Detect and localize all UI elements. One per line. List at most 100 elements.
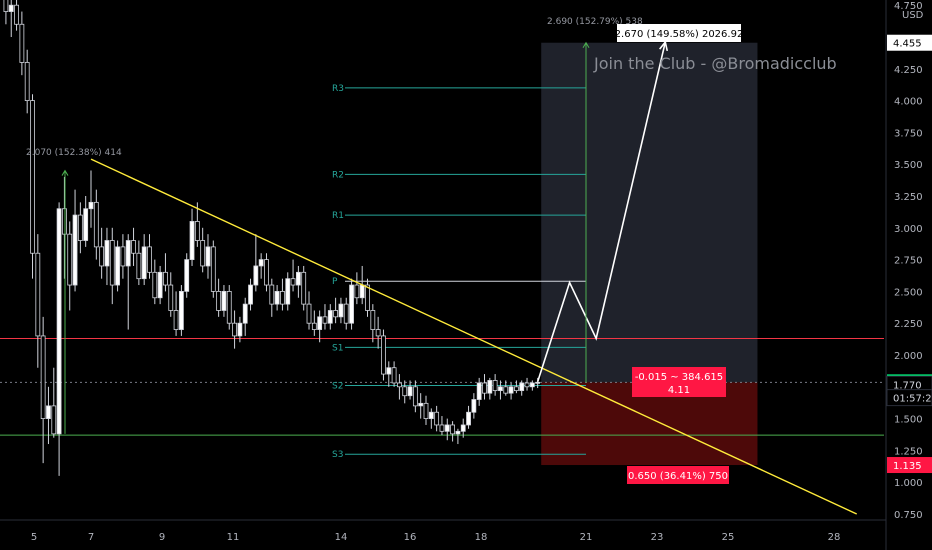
candle	[418, 402, 424, 407]
candle	[93, 201, 99, 248]
candle	[77, 214, 83, 241]
projection-path	[536, 40, 669, 382]
y-tick-label: 1.250	[894, 446, 923, 457]
candle	[141, 246, 147, 280]
price-tag-label: 01:57:29	[893, 394, 932, 405]
x-tick-label: 23	[651, 532, 664, 543]
candle	[269, 284, 275, 305]
x-tick-label: 7	[88, 532, 94, 543]
x-tick-label: 5	[31, 532, 37, 543]
candle	[338, 303, 344, 318]
candle	[482, 382, 487, 394]
candle	[189, 221, 195, 261]
candle	[152, 271, 158, 299]
candle	[258, 259, 264, 267]
candle	[375, 329, 381, 337]
candle	[200, 240, 206, 267]
candle	[280, 290, 285, 305]
pivot-label-p: P	[332, 277, 338, 287]
pivot-label-r1: R1	[332, 211, 344, 221]
candlestick-series	[3, 0, 541, 476]
projection-line	[536, 41, 667, 382]
currency-label: USD	[902, 10, 924, 21]
candle	[205, 246, 211, 267]
candle	[168, 284, 174, 311]
candle	[529, 382, 535, 388]
y-tick-label: 3.000	[894, 224, 923, 235]
candle	[210, 246, 216, 292]
candle	[386, 367, 392, 375]
candle	[83, 208, 89, 241]
candle	[99, 246, 105, 267]
candle	[157, 271, 163, 299]
risk-ratio-label: 4.11	[668, 385, 690, 396]
candle	[125, 240, 131, 267]
candle	[46, 405, 51, 420]
pivot-label-s3: S3	[332, 450, 343, 460]
candle	[19, 23, 25, 63]
candle	[173, 310, 179, 330]
candle	[327, 310, 333, 324]
candle	[221, 290, 227, 311]
descending-trendline	[90, 158, 858, 515]
candle	[40, 335, 46, 420]
stop-label: 0.650 (36.41%) 750	[628, 471, 728, 482]
candle	[264, 259, 269, 286]
candle	[317, 316, 323, 330]
candle	[322, 316, 328, 324]
candle	[232, 322, 237, 337]
candle	[311, 322, 317, 330]
y-tick-label: 1.000	[894, 478, 923, 489]
candle	[88, 201, 94, 210]
candle	[295, 271, 301, 286]
pivot-label-s2: S2	[332, 382, 343, 392]
y-tick-label: 2.750	[894, 256, 923, 267]
x-tick-label: 16	[404, 532, 417, 543]
candle	[407, 386, 413, 397]
candle	[354, 284, 360, 299]
candle	[487, 380, 493, 394]
target-label-box	[617, 24, 741, 42]
candle	[503, 386, 509, 394]
candle	[51, 405, 57, 435]
target-move-arrow	[582, 41, 590, 48]
annotations: 2.070 (152.38%) 414 2.690 (152.79%) 538 2.…	[26, 17, 743, 484]
stop-label-box	[627, 466, 729, 484]
candle	[14, 4, 19, 25]
candle	[24, 62, 30, 101]
y-tick-label: 4.000	[894, 97, 923, 108]
candle	[466, 411, 471, 426]
price-tag-box	[887, 34, 932, 51]
candle	[120, 246, 126, 267]
candle	[226, 290, 232, 324]
candle	[471, 399, 477, 413]
candle	[253, 265, 259, 286]
trendline	[90, 158, 858, 515]
position-zones	[541, 42, 758, 466]
y-tick-label: 4.250	[894, 65, 923, 76]
candle	[131, 240, 136, 254]
candle	[3, 0, 9, 12]
candle	[62, 208, 67, 235]
candle	[397, 382, 402, 388]
pivot-label-r3: R3	[332, 84, 344, 94]
candle	[72, 214, 78, 286]
candle	[237, 322, 243, 337]
y-tick-label: 3.250	[894, 192, 923, 203]
watermark: Join the Club - @Bromadicclub	[593, 54, 837, 73]
y-axis: USD 4.750 4.250 4.000 3.750 3.500 3.250 3.000 2…	[885, 0, 932, 550]
candle	[30, 100, 35, 254]
projection-arrowhead	[659, 40, 669, 52]
candle	[178, 290, 184, 330]
pivot-levels: R3 R2 R1 P S1 S2 S3	[332, 84, 586, 460]
candle	[333, 310, 339, 318]
candle	[444, 424, 450, 432]
profit-zone	[541, 42, 758, 383]
candle	[476, 382, 482, 400]
price-tag-label: 4.455	[893, 39, 922, 50]
price-tag-box	[887, 457, 932, 474]
x-tick-label: 25	[722, 532, 735, 543]
candle	[343, 303, 349, 324]
candle	[370, 310, 376, 330]
